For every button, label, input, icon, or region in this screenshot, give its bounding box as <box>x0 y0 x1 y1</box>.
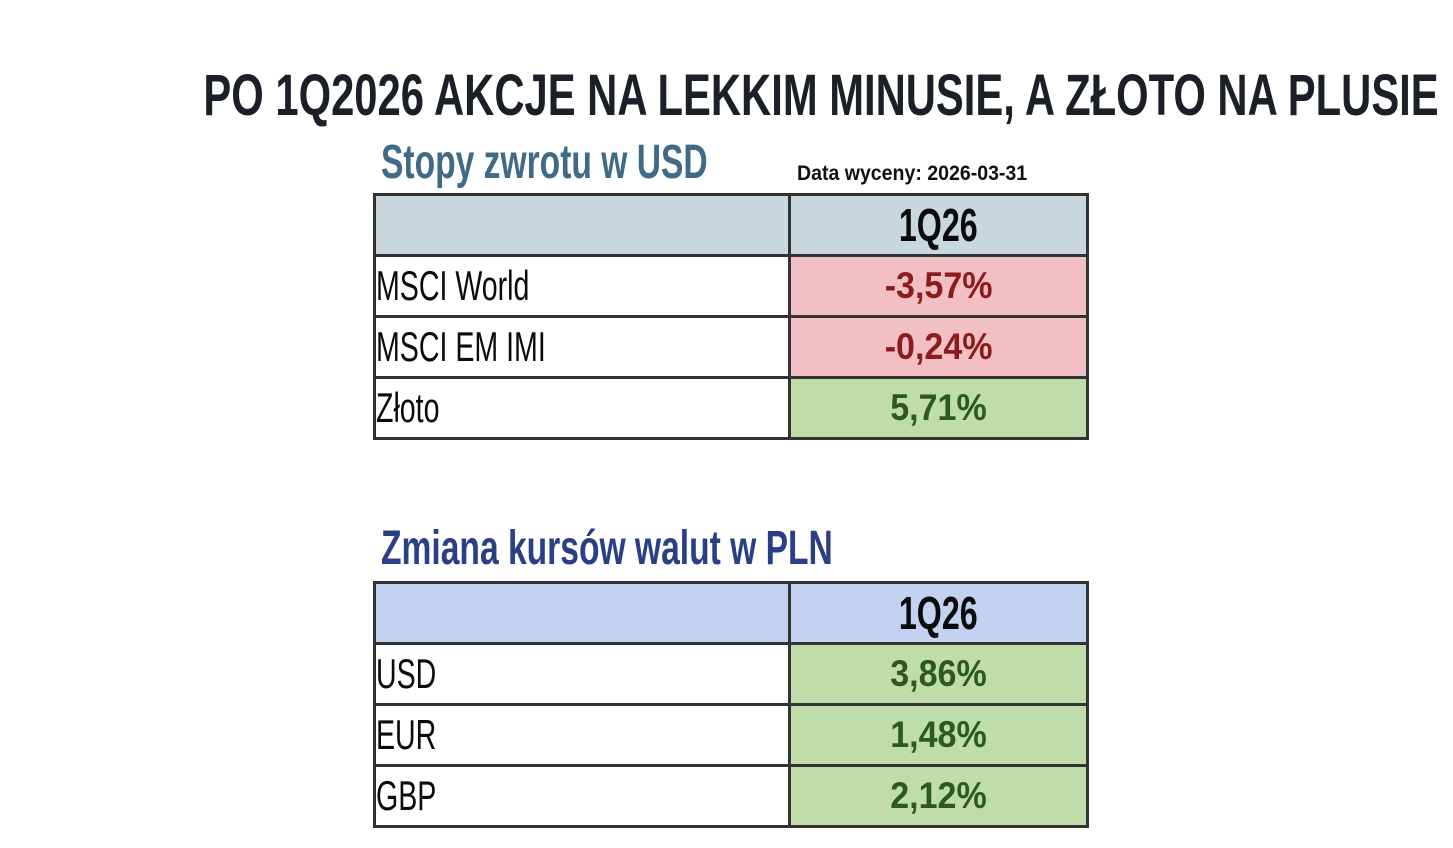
row-label-eur: EUR <box>373 703 791 767</box>
header-label-cell <box>373 193 791 257</box>
returns-usd-section: Stopy zwrotu w USD Data wyceny: 2026-03-… <box>373 130 1089 455</box>
row-label-gbp: GBP <box>373 764 791 828</box>
fx-pln-title: Zmiana kursów walut w PLN <box>381 522 833 575</box>
row-value-eur: 1,48% <box>788 703 1089 767</box>
table-header-row: 1Q26 <box>373 581 1089 645</box>
table-header-row: 1Q26 <box>373 193 1089 257</box>
table-row: MSCI EM IMI -0,24% <box>373 315 1089 379</box>
fx-pln-section: Zmiana kursów walut w PLN 1Q26 USD 3,86%… <box>373 518 1089 843</box>
table-row: Złoto 5,71% <box>373 376 1089 440</box>
page-title: PO 1Q2026 AKCJE NA LEKKIM MINUSIE, A ZŁO… <box>203 62 1439 128</box>
table-row: USD 3,86% <box>373 642 1089 706</box>
returns-usd-table: 1Q26 MSCI World -3,57% MSCI EM IMI -0,24… <box>373 193 1089 440</box>
row-label-gold: Złoto <box>373 376 791 440</box>
table-row: EUR 1,48% <box>373 703 1089 767</box>
row-value-usd: 3,86% <box>788 642 1089 706</box>
row-value-msci-em-imi: -0,24% <box>788 315 1089 379</box>
row-value-gold: 5,71% <box>788 376 1089 440</box>
row-label-msci-world: MSCI World <box>373 254 791 318</box>
header-label-cell <box>373 581 791 645</box>
period-label: 1Q26 <box>899 587 978 639</box>
returns-usd-title: Stopy zwrotu w USD <box>381 136 708 189</box>
period-label: 1Q26 <box>899 199 978 251</box>
table-row: MSCI World -3,57% <box>373 254 1089 318</box>
header-period-cell: 1Q26 <box>788 193 1089 257</box>
row-label-msci-em-imi: MSCI EM IMI <box>373 315 791 379</box>
row-value-msci-world: -3,57% <box>788 254 1089 318</box>
header-period-cell: 1Q26 <box>788 581 1089 645</box>
valuation-date: Data wyceny: 2026-03-31 <box>797 162 1028 185</box>
table-row: GBP 2,12% <box>373 764 1089 828</box>
fx-pln-table: 1Q26 USD 3,86% EUR 1,48% GBP 2,12% <box>373 581 1089 828</box>
row-value-gbp: 2,12% <box>788 764 1089 828</box>
row-label-usd: USD <box>373 642 791 706</box>
